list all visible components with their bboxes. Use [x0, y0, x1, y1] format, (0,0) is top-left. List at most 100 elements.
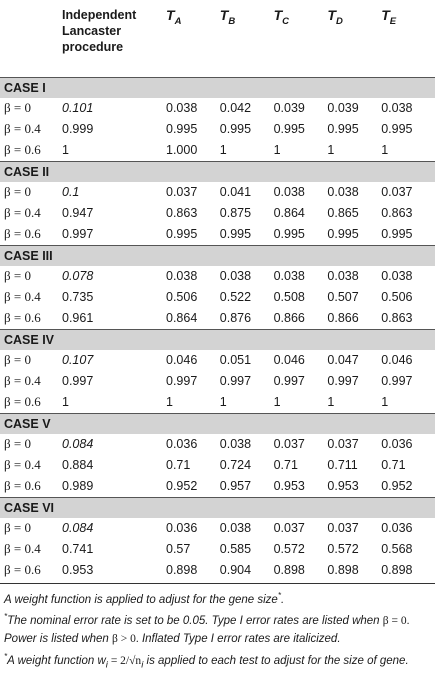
ilp-value: 0.999 — [62, 119, 166, 140]
case-header-row: CASE IV — [0, 329, 435, 350]
test-value: 0.997 — [381, 371, 435, 392]
row-label: β = 0.6 — [0, 224, 62, 246]
ilp-value: 0.989 — [62, 476, 166, 498]
test-value: 0.039 — [327, 98, 381, 119]
test-value: 0.864 — [274, 203, 328, 224]
test-value: 0.71 — [274, 455, 328, 476]
case-header-row: CASE V — [0, 413, 435, 434]
test-value: 0.898 — [381, 560, 435, 581]
ilp-value: 0.997 — [62, 371, 166, 392]
ilp-value: 0.084 — [62, 518, 166, 539]
test-value: 0.037 — [327, 434, 381, 455]
row-label: β = 0 — [0, 518, 62, 539]
test-value: 0.866 — [274, 308, 328, 330]
test-value: 0.997 — [327, 371, 381, 392]
ilp-value: 0.741 — [62, 539, 166, 560]
header-test-d: TD — [327, 0, 381, 77]
header-ilp: Independent Lancaster procedure — [62, 0, 166, 77]
test-value: 0.898 — [327, 560, 381, 581]
test-value: 0.997 — [274, 371, 328, 392]
case-title: CASE IV — [0, 329, 435, 350]
test-value: 0.508 — [274, 287, 328, 308]
weight-formula: wi = 2/√ni — [97, 655, 143, 667]
header-row-label — [0, 0, 62, 77]
test-value: 0.865 — [327, 203, 381, 224]
case-title: CASE I — [0, 77, 435, 98]
test-value: 0.038 — [220, 266, 274, 287]
test-value: 1 — [381, 392, 435, 414]
ilp-value: 0.101 — [62, 98, 166, 119]
test-value: 0.876 — [220, 308, 274, 330]
test-value: 0.904 — [220, 560, 274, 581]
test-value: 0.037 — [381, 182, 435, 203]
test-value: 0.997 — [220, 371, 274, 392]
row-label: β = 0.4 — [0, 287, 62, 308]
note-2: *The nominal error rate is set to be 0.0… — [4, 608, 431, 648]
test-value: 0.957 — [220, 476, 274, 498]
row-label: β = 0 — [0, 98, 62, 119]
test-value: 1 — [274, 392, 328, 414]
test-value: 0.038 — [381, 98, 435, 119]
test-value: 0.037 — [274, 518, 328, 539]
test-value: 0.038 — [381, 266, 435, 287]
case-title: CASE II — [0, 161, 435, 182]
row-label: β = 0 — [0, 182, 62, 203]
test-value: 0.039 — [274, 98, 328, 119]
test-value: 0.866 — [327, 308, 381, 330]
note-1: A weight function is applied to adjust f… — [4, 587, 431, 609]
test-value: 0.051 — [220, 350, 274, 371]
test-value: 0.952 — [381, 476, 435, 498]
test-value: 0.046 — [166, 350, 220, 371]
test-value: 0.038 — [220, 434, 274, 455]
test-value: 0.953 — [274, 476, 328, 498]
test-value: 1 — [220, 140, 274, 162]
test-value: 0.995 — [381, 224, 435, 246]
row-label: β = 0.6 — [0, 140, 62, 162]
header-test-e: TE — [381, 0, 435, 77]
ilp-value: 0.953 — [62, 560, 166, 581]
test-value: 0.864 — [166, 308, 220, 330]
test-value: 0.995 — [327, 224, 381, 246]
test-value: 0.57 — [166, 539, 220, 560]
test-value: 0.038 — [220, 518, 274, 539]
test-value: 1 — [220, 392, 274, 414]
test-value: 0.997 — [166, 371, 220, 392]
header-test-b: TB — [220, 0, 274, 77]
test-value: 0.572 — [327, 539, 381, 560]
row-label: β = 0.4 — [0, 203, 62, 224]
header-test-c: TC — [274, 0, 328, 77]
test-value: 0.863 — [166, 203, 220, 224]
row-label: β = 0.4 — [0, 119, 62, 140]
row-label: β = 0.4 — [0, 539, 62, 560]
test-value: 0.041 — [220, 182, 274, 203]
test-value: 0.037 — [166, 182, 220, 203]
case-header-row: CASE II — [0, 161, 435, 182]
ilp-value: 0.1 — [62, 182, 166, 203]
test-value: 0.047 — [327, 350, 381, 371]
test-value: 0.585 — [220, 539, 274, 560]
test-value: 0.863 — [381, 203, 435, 224]
test-value: 0.71 — [381, 455, 435, 476]
case-title: CASE VI — [0, 497, 435, 518]
ilp-value: 1 — [62, 140, 166, 162]
case-header-row: CASE VI — [0, 497, 435, 518]
test-value: 1 — [327, 140, 381, 162]
test-value: 0.995 — [220, 224, 274, 246]
ilp-value: 0.884 — [62, 455, 166, 476]
test-value: 0.863 — [381, 308, 435, 330]
test-value: 0.995 — [166, 119, 220, 140]
row-label: β = 0.6 — [0, 476, 62, 498]
test-value: 1.000 — [166, 140, 220, 162]
test-value: 1 — [166, 392, 220, 414]
